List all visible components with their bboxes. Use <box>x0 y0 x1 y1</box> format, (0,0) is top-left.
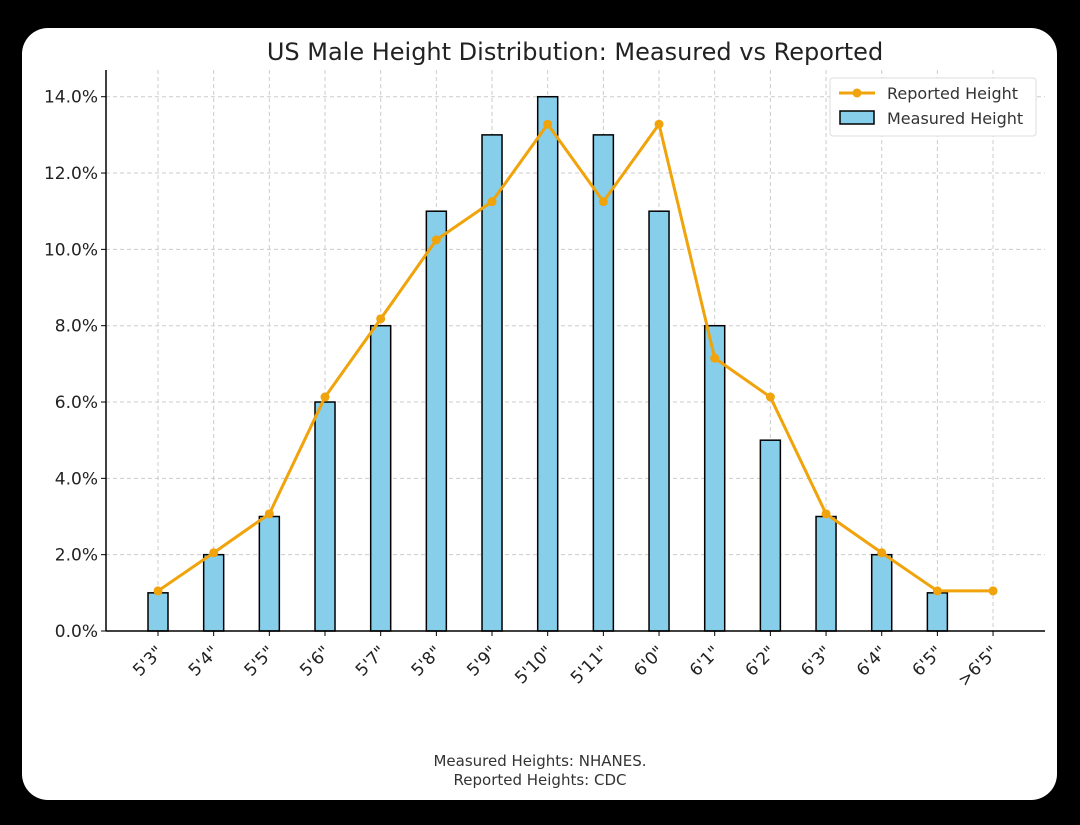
x-tick-label: 6'1" <box>686 642 724 680</box>
bar-measured <box>202 553 225 632</box>
footnote-line-2: Reported Heights: CDC <box>453 771 627 789</box>
x-tick-label: 5'3" <box>129 642 167 680</box>
x-tick-label: 6'2" <box>742 642 780 680</box>
point-reported <box>710 353 720 363</box>
bar-measured <box>926 592 949 632</box>
bar-measured <box>481 134 503 632</box>
line-reported <box>157 122 994 593</box>
point-reported <box>487 197 497 207</box>
y-tick-label: 6.0% <box>55 393 98 413</box>
point-reported <box>988 586 998 596</box>
legend-label-measured: Measured Height <box>887 109 1023 128</box>
x-tick-label: 6'5" <box>909 642 947 680</box>
bar-measured <box>314 401 336 632</box>
point-reported <box>153 586 163 596</box>
point-reported <box>821 509 831 519</box>
x-tick-label: 5'11" <box>567 642 613 688</box>
bar-measured <box>815 515 837 632</box>
bar-measured <box>648 210 670 632</box>
x-tick-label: 5'7" <box>352 642 390 680</box>
point-reported <box>877 548 887 558</box>
point-reported <box>264 509 274 519</box>
bar-measured <box>147 592 169 632</box>
chart-title: US Male Height Distribution: Measured vs… <box>267 38 883 66</box>
point-reported <box>598 197 608 207</box>
bar-measured <box>258 515 281 632</box>
bar-measured <box>870 553 893 632</box>
footnote: Measured Heights: NHANES. Reported Heigh… <box>0 752 1080 790</box>
bar-measured <box>425 210 448 632</box>
x-tick-label: 5'4" <box>185 642 223 680</box>
y-tick-label: 14.0% <box>44 88 98 108</box>
x-tick-label: 6'0" <box>630 642 668 680</box>
y-tick-label: 0.0% <box>55 622 98 642</box>
bar-measured <box>369 324 392 632</box>
point-reported <box>932 586 942 596</box>
y-tick-label: 10.0% <box>44 240 98 260</box>
bar-measured <box>536 95 559 632</box>
y-tick-label: 2.0% <box>55 546 98 566</box>
x-tick-label: 6'3" <box>797 642 835 680</box>
y-tick-label: 4.0% <box>55 469 98 489</box>
legend-bar-swatch <box>839 110 875 125</box>
x-tick-label: 6'4" <box>853 642 891 680</box>
x-tick-label: 5'9" <box>463 642 501 680</box>
y-tick-label: 12.0% <box>44 164 98 184</box>
point-reported <box>320 392 330 402</box>
x-tick-label: 5'6" <box>296 642 334 680</box>
legend-marker <box>852 88 862 98</box>
point-reported <box>431 235 441 245</box>
point-reported <box>376 314 386 324</box>
point-reported <box>765 392 775 402</box>
bar-measured <box>592 134 615 632</box>
legend: Reported Height Measured Height <box>829 77 1037 137</box>
x-tick-label: 5'5" <box>241 642 279 680</box>
x-tick-label: 5'8" <box>408 642 446 680</box>
footnote-line-1: Measured Heights: NHANES. <box>433 752 647 770</box>
bar-measured <box>703 324 726 632</box>
point-reported <box>654 119 664 129</box>
legend-label-reported: Reported Height <box>887 84 1018 103</box>
point-reported <box>543 119 553 129</box>
x-tick-label: >6'5" <box>954 642 1002 690</box>
x-tick-label: 5'10" <box>511 642 557 688</box>
bar-measured <box>759 439 782 632</box>
point-reported <box>209 548 219 558</box>
y-tick-label: 8.0% <box>55 317 98 337</box>
